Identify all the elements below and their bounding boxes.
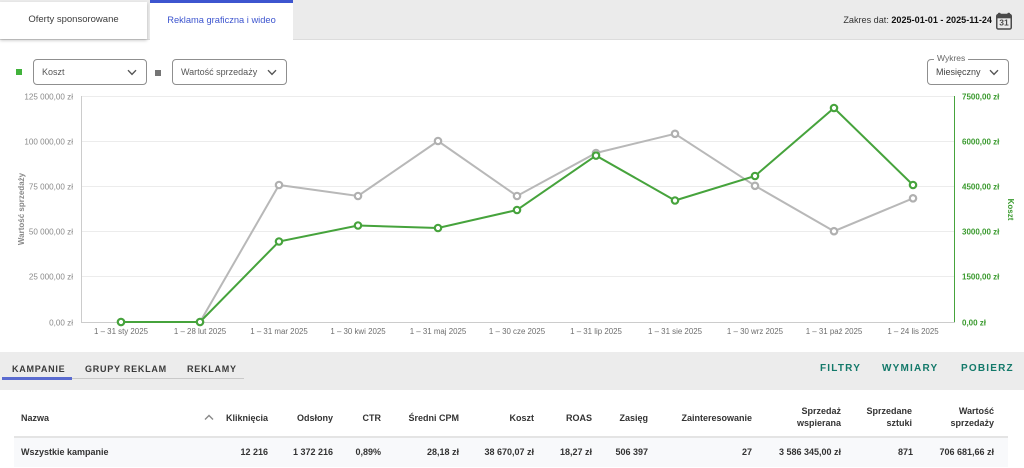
svg-text:7500,00 zł: 7500,00 zł xyxy=(962,93,1000,102)
svg-text:1 – 30 cze 2025: 1 – 30 cze 2025 xyxy=(489,327,546,336)
svg-text:1 – 24 lis 2025: 1 – 24 lis 2025 xyxy=(887,327,939,336)
svg-text:100 000,00 zł: 100 000,00 zł xyxy=(24,138,73,147)
svg-text:0,00 zł: 0,00 zł xyxy=(962,319,987,328)
svg-text:31: 31 xyxy=(999,18,1009,28)
svg-text:1 – 31 mar 2025: 1 – 31 mar 2025 xyxy=(250,327,308,336)
svg-text:Koszt: Koszt xyxy=(1006,199,1015,221)
svg-text:1 – 28 lut 2025: 1 – 28 lut 2025 xyxy=(174,327,227,336)
svg-text:0,00 zł: 0,00 zł xyxy=(49,319,73,328)
svg-text:4500,00 zł: 4500,00 zł xyxy=(962,183,1000,192)
svg-text:6000,00 zł: 6000,00 zł xyxy=(962,138,1000,147)
svg-text:1500,00 zł: 1500,00 zł xyxy=(962,273,1000,282)
svg-text:1 – 31 sie 2025: 1 – 31 sie 2025 xyxy=(648,327,703,336)
svg-text:1 – 30 kwi 2025: 1 – 30 kwi 2025 xyxy=(330,327,386,336)
svg-text:1 – 30 wrz 2025: 1 – 30 wrz 2025 xyxy=(727,327,784,336)
svg-text:1 – 31 sty 2025: 1 – 31 sty 2025 xyxy=(94,327,149,336)
svg-text:25 000,00 zł: 25 000,00 zł xyxy=(29,273,73,282)
svg-text:75 000,00 zł: 75 000,00 zł xyxy=(29,183,73,192)
svg-text:1 – 31 maj 2025: 1 – 31 maj 2025 xyxy=(410,327,467,336)
svg-text:3000,00 zł: 3000,00 zł xyxy=(962,228,1000,237)
svg-text:Wartość sprzedaży: Wartość sprzedaży xyxy=(17,172,26,245)
svg-text:125 000,00 zł: 125 000,00 zł xyxy=(24,93,73,102)
svg-text:1 – 31 paź 2025: 1 – 31 paź 2025 xyxy=(806,327,863,336)
svg-text:1 – 31 lip 2025: 1 – 31 lip 2025 xyxy=(570,327,622,336)
svg-text:50 000,00 zł: 50 000,00 zł xyxy=(29,228,73,237)
